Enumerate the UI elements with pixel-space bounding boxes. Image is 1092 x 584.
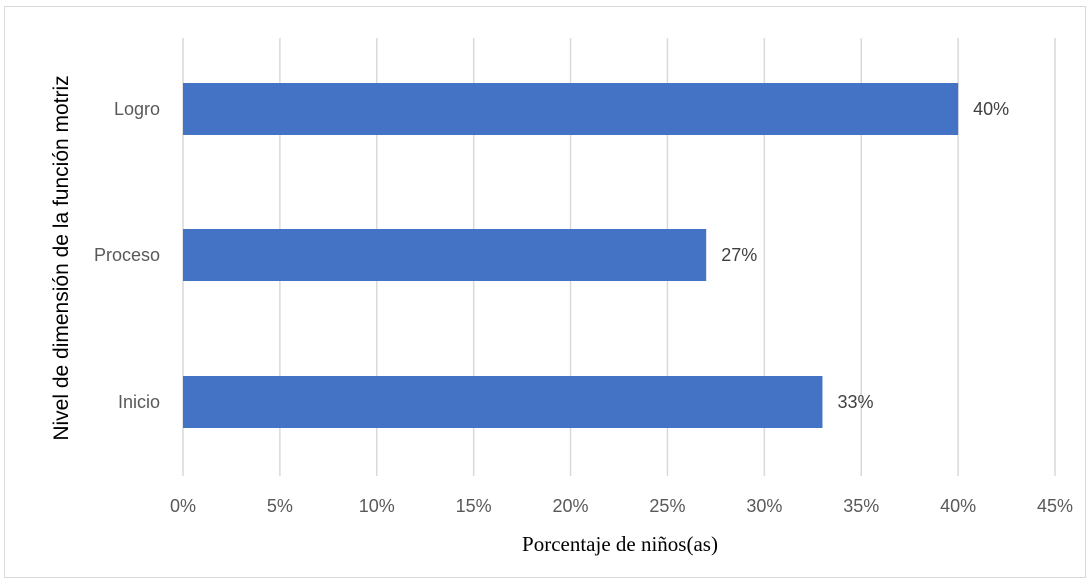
category-label: Inicio [118, 392, 160, 412]
category-label: Logro [114, 99, 160, 119]
bar-logro [183, 83, 959, 135]
x-tick-label: 20% [553, 496, 589, 516]
data-label: 40% [973, 99, 1009, 119]
x-tick-label: 0% [170, 496, 196, 516]
x-tick-label: 15% [456, 496, 492, 516]
x-tick-labels: 0% 5% 10% 15% 20% 25% 30% 35% 40% 45% [170, 496, 1073, 516]
x-tick-label: 10% [359, 496, 395, 516]
x-tick-label: 25% [649, 496, 685, 516]
data-labels: 40% 27% 33% [721, 99, 1009, 412]
x-tick-label: 35% [843, 496, 879, 516]
x-tick-label: 5% [267, 496, 293, 516]
bars [183, 83, 959, 428]
x-axis-title: Porcentaje de niños(as) [522, 532, 718, 556]
bar-inicio [183, 376, 823, 428]
bar-proceso [183, 229, 707, 281]
category-labels: Logro Proceso Inicio [94, 99, 160, 412]
data-label: 33% [837, 392, 873, 412]
x-tick-label: 40% [940, 496, 976, 516]
x-tick-label: 45% [1037, 496, 1073, 516]
category-label: Proceso [94, 245, 160, 265]
data-label: 27% [721, 245, 757, 265]
y-axis-title: Nivel de dimensión de la función motriz [50, 75, 73, 440]
x-tick-label: 30% [746, 496, 782, 516]
